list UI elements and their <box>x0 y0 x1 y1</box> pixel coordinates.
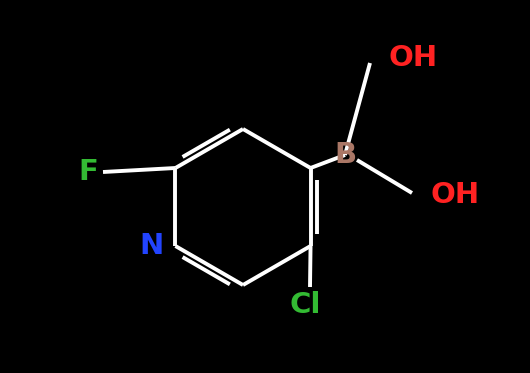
Text: OH: OH <box>430 181 479 209</box>
Text: F: F <box>78 158 98 186</box>
Text: OH: OH <box>388 44 437 72</box>
Text: N: N <box>139 232 163 260</box>
Text: Cl: Cl <box>289 291 321 319</box>
Text: B: B <box>334 141 356 169</box>
